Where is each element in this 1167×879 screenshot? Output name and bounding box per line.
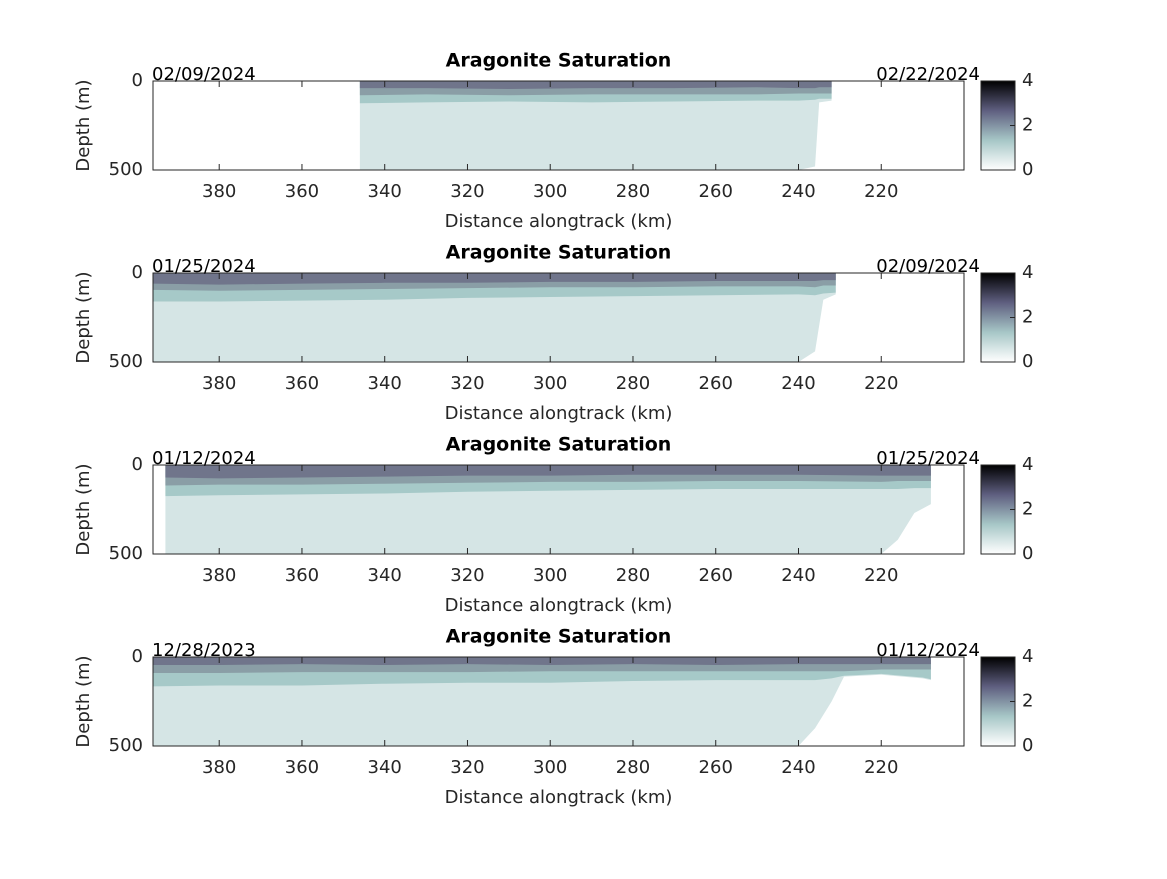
colorbar-tick-label: 2 xyxy=(1022,115,1033,136)
x-tick-label: 300 xyxy=(533,373,567,394)
colorbar-tick-label: 0 xyxy=(1022,543,1033,564)
chart-title: Aragonite Saturation xyxy=(446,434,672,456)
y-axis-label: Depth (m) xyxy=(73,271,94,363)
colorbar xyxy=(980,464,1016,555)
colorbar-tick-label: 4 xyxy=(1022,454,1033,475)
y-tick-label: 0 xyxy=(132,646,143,667)
x-axis-label: Distance alongtrack (km) xyxy=(445,787,673,808)
contour-band xyxy=(165,465,931,479)
contour-band xyxy=(359,81,832,90)
x-tick-label: 260 xyxy=(699,565,733,586)
x-tick-label: 240 xyxy=(781,181,815,202)
x-tick-label: 240 xyxy=(781,373,815,394)
x-tick-label: 280 xyxy=(616,565,650,586)
x-tick-label: 240 xyxy=(781,565,815,586)
x-tick-label: 300 xyxy=(533,565,567,586)
x-tick-label: 320 xyxy=(450,565,484,586)
colorbar xyxy=(980,272,1016,363)
x-tick-label: 380 xyxy=(202,373,236,394)
panel: 380 360 340 320 300 280 260 240 2200500Aragonite… xyxy=(73,626,1033,809)
colorbar-tick-label: 2 xyxy=(1022,499,1033,520)
start-date: 01/25/2024 xyxy=(152,256,256,277)
x-tick-label: 320 xyxy=(450,373,484,394)
y-axis-label: Depth (m) xyxy=(73,463,94,555)
chart-title: Aragonite Saturation xyxy=(446,242,672,264)
colorbar-tick-label: 2 xyxy=(1022,307,1033,328)
contour-band xyxy=(153,657,931,666)
end-date: 01/12/2024 xyxy=(876,640,980,661)
x-tick-label: 220 xyxy=(864,757,898,778)
x-tick-label: 380 xyxy=(202,181,236,202)
x-tick-label: 340 xyxy=(368,373,402,394)
x-tick-label: 380 xyxy=(202,757,236,778)
axes-box xyxy=(152,272,965,363)
x-tick-label: 260 xyxy=(699,373,733,394)
y-tick-label: 0 xyxy=(132,454,143,475)
start-date: 01/12/2024 xyxy=(152,448,256,469)
end-date: 01/25/2024 xyxy=(876,448,980,469)
colorbar-tick-label: 0 xyxy=(1022,351,1033,372)
axes-box xyxy=(152,464,965,555)
x-tick-label: 220 xyxy=(864,181,898,202)
y-tick-label: 500 xyxy=(109,351,143,372)
y-axis-label: Depth (m) xyxy=(73,79,94,171)
x-tick-label: 360 xyxy=(285,373,319,394)
y-tick-label: 0 xyxy=(132,262,143,283)
chart-title: Aragonite Saturation xyxy=(446,626,672,648)
colorbar xyxy=(980,80,1016,171)
x-tick-label: 360 xyxy=(285,565,319,586)
x-axis-label: Distance alongtrack (km) xyxy=(445,403,673,424)
y-tick-label: 500 xyxy=(109,543,143,564)
colorbar-tick-label: 0 xyxy=(1022,159,1033,180)
colorbar xyxy=(980,656,1016,747)
start-date: 02/09/2024 xyxy=(152,64,256,85)
axes-box xyxy=(152,80,965,171)
chart-title: Aragonite Saturation xyxy=(446,50,672,72)
x-tick-label: 280 xyxy=(616,181,650,202)
y-axis-label: Depth (m) xyxy=(73,655,94,747)
y-tick-label: 500 xyxy=(109,735,143,756)
x-tick-label: 320 xyxy=(450,181,484,202)
colorbar-tick-label: 4 xyxy=(1022,70,1033,91)
x-tick-label: 300 xyxy=(533,181,567,202)
panel: 380 360 340 320 300 280 260 240 2200500Aragonite… xyxy=(73,434,1033,617)
panel: 380 360 340 320 300 280 260 240 2200500Aragonite… xyxy=(73,242,1033,425)
x-tick-label: 280 xyxy=(616,373,650,394)
x-tick-label: 300 xyxy=(533,757,567,778)
x-tick-label: 280 xyxy=(616,757,650,778)
x-tick-label: 360 xyxy=(285,757,319,778)
colorbar-tick-label: 2 xyxy=(1022,691,1033,712)
x-tick-label: 220 xyxy=(864,565,898,586)
y-tick-label: 0 xyxy=(132,70,143,91)
colorbar-tick-label: 4 xyxy=(1022,262,1033,283)
x-tick-label: 340 xyxy=(368,565,402,586)
axes-box xyxy=(152,656,965,747)
x-axis-label: Distance alongtrack (km) xyxy=(445,595,673,616)
colorbar-tick-label: 4 xyxy=(1022,646,1033,667)
end-date: 02/22/2024 xyxy=(876,64,980,85)
x-tick-label: 340 xyxy=(368,757,402,778)
start-date: 12/28/2023 xyxy=(152,640,256,661)
panel: 380 360 340 320 300 280 260 240 2200500Aragonite… xyxy=(73,50,1033,233)
colorbar-tick-label: 0 xyxy=(1022,735,1033,756)
x-tick-label: 380 xyxy=(202,565,236,586)
end-date: 02/09/2024 xyxy=(876,256,980,277)
x-tick-label: 260 xyxy=(699,181,733,202)
y-tick-label: 500 xyxy=(109,159,143,180)
contour-band xyxy=(153,273,836,285)
x-tick-label: 320 xyxy=(450,757,484,778)
x-axis-label: Distance alongtrack (km) xyxy=(445,211,673,232)
x-tick-label: 220 xyxy=(864,373,898,394)
x-tick-label: 240 xyxy=(781,757,815,778)
x-tick-label: 260 xyxy=(699,757,733,778)
x-tick-label: 340 xyxy=(368,181,402,202)
x-tick-label: 360 xyxy=(285,181,319,202)
contour-band xyxy=(359,81,832,170)
